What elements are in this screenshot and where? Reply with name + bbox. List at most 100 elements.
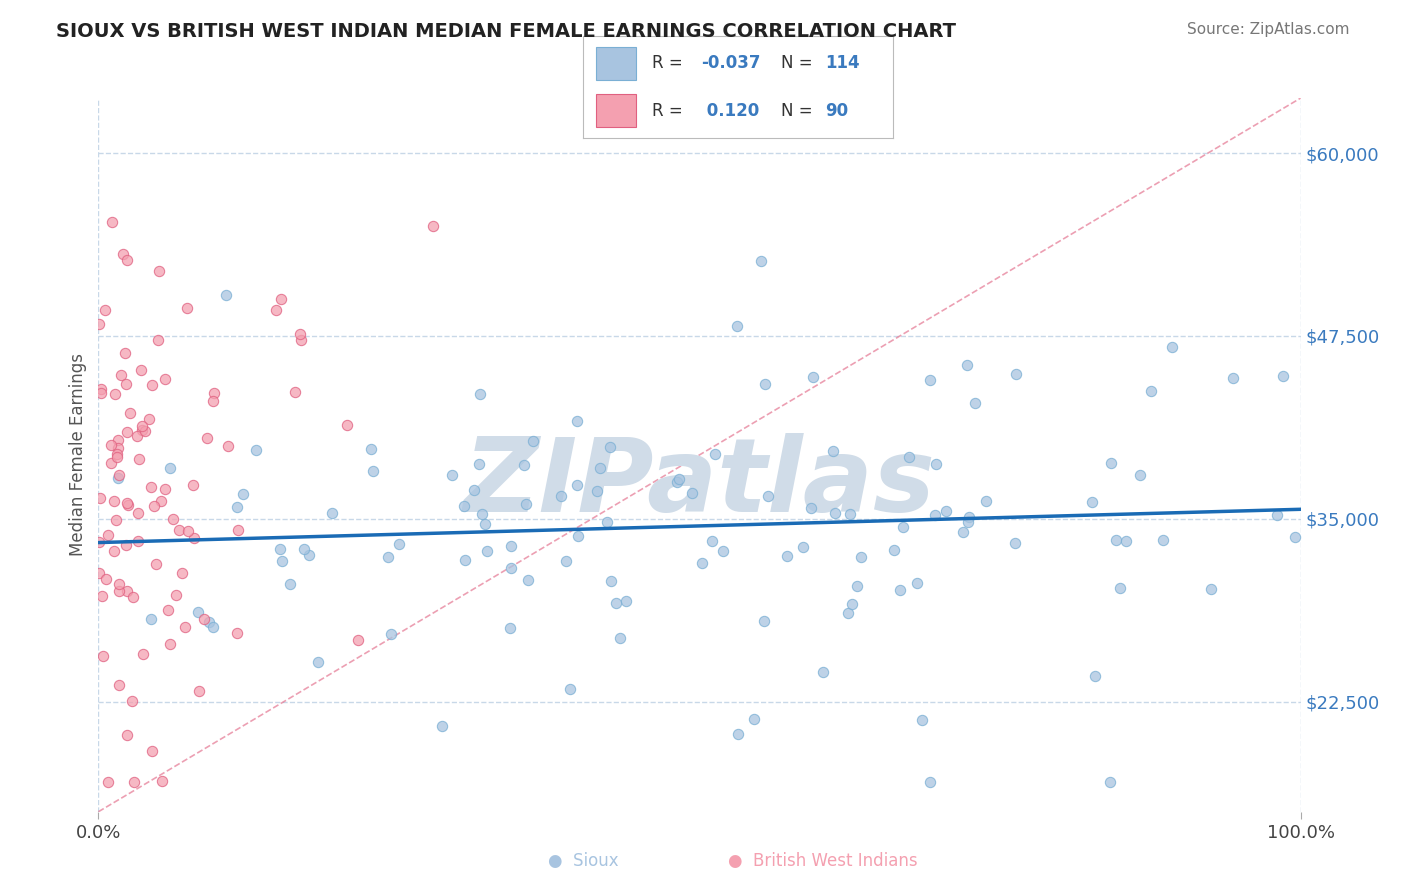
Point [1129, 467, 1152, 482]
Point [131, 363, 153, 377]
Point [156, 603, 179, 617]
FancyBboxPatch shape [596, 95, 636, 127]
Point [93, 303, 115, 318]
Point [226, 626, 249, 640]
Point [1199, 582, 1222, 596]
Point [749, 254, 772, 268]
Point [146, 333, 169, 347]
Point [134, 425, 156, 439]
Point [122, 775, 145, 789]
Point [90, 382, 112, 396]
Point [148, 264, 170, 278]
Point [193, 612, 215, 626]
Point [1152, 533, 1174, 547]
Point [1004, 536, 1026, 550]
Point [174, 620, 197, 634]
Point [463, 483, 485, 498]
Point [105, 513, 128, 527]
Point [127, 428, 149, 442]
Point [188, 684, 211, 698]
Text: 114: 114 [825, 54, 859, 72]
Point [150, 774, 173, 789]
Point [883, 543, 905, 558]
Point [754, 377, 776, 392]
Point [217, 440, 239, 454]
Point [599, 440, 621, 454]
Point [107, 441, 129, 455]
Point [499, 560, 522, 574]
Point [264, 303, 287, 318]
Point [550, 489, 572, 503]
Point [957, 516, 980, 530]
Point [474, 517, 496, 532]
Point [920, 373, 942, 387]
Point [108, 467, 131, 482]
Point [159, 461, 181, 475]
Point [668, 472, 690, 486]
Point [924, 508, 946, 522]
Point [422, 219, 444, 234]
Point [727, 727, 749, 741]
Point [89, 491, 111, 505]
Point [108, 577, 131, 591]
Point [117, 425, 139, 440]
Point [468, 457, 491, 471]
Point [170, 566, 193, 581]
Point [565, 477, 588, 491]
Point [1005, 368, 1028, 382]
Point [1267, 508, 1289, 523]
Point [97, 527, 120, 541]
Point [824, 507, 846, 521]
Point [121, 591, 143, 605]
Point [187, 605, 209, 619]
Point [849, 549, 872, 564]
Point [195, 431, 218, 445]
Point [93, 648, 115, 663]
Point [115, 728, 138, 742]
Point [278, 576, 301, 591]
Text: 0.120: 0.120 [702, 102, 759, 120]
Point [101, 215, 124, 229]
Point [614, 593, 637, 607]
Point [681, 486, 703, 500]
Point [127, 506, 149, 520]
Point [360, 442, 382, 457]
Point [183, 532, 205, 546]
Point [515, 497, 537, 511]
Text: N =: N = [782, 102, 818, 120]
Point [153, 483, 176, 497]
Point [269, 541, 291, 556]
Point [361, 464, 384, 478]
Point [704, 448, 727, 462]
Point [432, 718, 454, 732]
Point [756, 489, 779, 503]
Point [198, 615, 221, 629]
Point [1284, 530, 1306, 544]
Point [837, 606, 859, 620]
Point [104, 386, 127, 401]
Point [307, 655, 329, 669]
Point [105, 447, 128, 461]
Point [115, 252, 138, 267]
Point [177, 524, 200, 538]
Point [96, 775, 118, 789]
Point [141, 744, 163, 758]
Text: ●  British West Indians: ● British West Indians [728, 852, 917, 870]
Point [117, 498, 139, 512]
Point [142, 499, 165, 513]
Point [935, 504, 957, 518]
Point [96, 573, 118, 587]
Point [91, 589, 114, 603]
Point [898, 450, 921, 464]
Point [380, 627, 402, 641]
Point [1272, 368, 1295, 383]
Text: -0.037: -0.037 [702, 54, 761, 72]
Point [821, 444, 844, 458]
Point [298, 549, 321, 563]
Point [226, 500, 249, 514]
Text: 90: 90 [825, 102, 848, 120]
Point [292, 542, 315, 557]
Text: R =: R = [651, 102, 688, 120]
Point [138, 411, 160, 425]
Point [232, 487, 254, 501]
